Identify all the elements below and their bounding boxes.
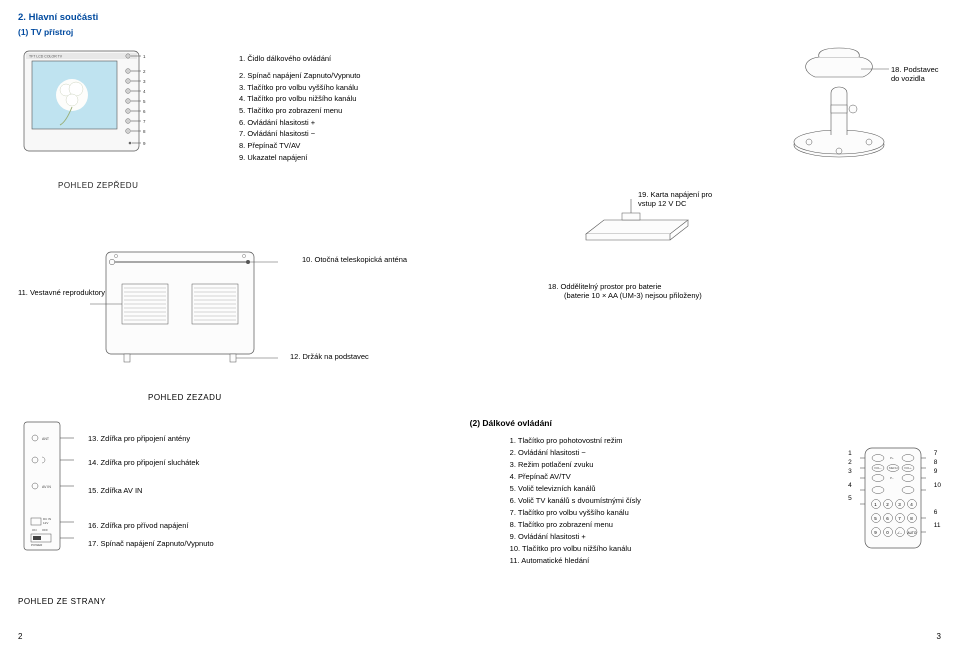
svg-text:2: 2: [143, 69, 146, 74]
section-title: 2. Hlavní součásti: [18, 12, 941, 23]
label-pohled-ze-strany: POHLED ZE STRANY: [18, 597, 941, 606]
svg-text:ANT: ANT: [42, 437, 50, 441]
tv-front-diagram: TFT LCD COLOR TV 1 2 3 4 5 6 7 8 9: [18, 45, 173, 162]
tv-side-diagram: ANT AV IN DC IN 12V ON OFF POWER: [18, 418, 78, 558]
svg-text:9: 9: [143, 141, 146, 146]
vehicle-mount-diagram: [761, 45, 941, 165]
svg-text:VOL+: VOL+: [904, 466, 912, 470]
svg-text:5: 5: [143, 99, 146, 104]
svg-text:MENU: MENU: [889, 466, 898, 470]
svg-text:POWER: POWER: [31, 543, 43, 547]
item-18b-sub: (baterie 10 × AA (UM-3) nejsou přiloženy…: [564, 291, 702, 300]
subsection-title: (1) TV přístroj: [18, 27, 941, 37]
svg-text:1: 1: [143, 54, 146, 59]
svg-text:P+: P+: [890, 456, 894, 460]
item-18b: 18. Oddělitelný prostor pro baterie: [548, 282, 702, 291]
svg-text:12V: 12V: [43, 521, 48, 525]
svg-text:P−: P−: [890, 476, 894, 480]
svg-text:7: 7: [143, 119, 146, 124]
svg-text:AV IN: AV IN: [42, 485, 51, 489]
page-left: 2: [18, 632, 22, 641]
label-pohled-zepredu: POHLED ZEPŘEDU: [58, 181, 941, 190]
svg-text:3: 3: [143, 79, 146, 84]
svg-text:AUTO: AUTO: [907, 531, 916, 535]
remote-title: (2) Dálkové ovládání: [470, 418, 820, 428]
item-18: 18. Podstavec do vozidla: [891, 65, 941, 83]
svg-text:4: 4: [143, 89, 146, 94]
remote-legend: 1. Tlačítko pro pohotovostní režim 2. Ov…: [470, 435, 820, 567]
remote-right-numbers: 7 8 9 10 6 11: [934, 446, 941, 531]
item-11: 11. Vestavné reproduktory: [18, 288, 128, 297]
svg-text:8: 8: [143, 129, 146, 134]
remote-diagram: 1 2 3 4 5 6 7 8 9 0 -/-- AUTO P+ VOL− ME…: [860, 446, 926, 551]
side-legend: 13. Zdířka pro připojení antény 14. Zdíř…: [88, 418, 214, 551]
svg-text:-/--: -/--: [897, 531, 903, 535]
remote-left-numbers: 1 2 3 4 5: [848, 446, 852, 504]
svg-text:VOL−: VOL−: [874, 466, 882, 470]
item-19: 19. Karta napájení pro vstup 12 V DC: [638, 190, 718, 208]
tv-rear-diagram: [88, 244, 288, 369]
svg-text:OFF: OFF: [42, 528, 48, 532]
svg-text:TFT LCD COLOR TV: TFT LCD COLOR TV: [29, 55, 63, 59]
item-12: 12. Držák na podstavec: [290, 352, 369, 361]
svg-text:6: 6: [143, 109, 146, 114]
front-legend: 1. Čidlo dálkového ovládání 2. Spínač na…: [199, 53, 360, 164]
label-pohled-zezadu: POHLED ZEZADU: [148, 393, 941, 402]
page-right: 3: [937, 632, 941, 641]
svg-text:ON: ON: [32, 528, 37, 532]
